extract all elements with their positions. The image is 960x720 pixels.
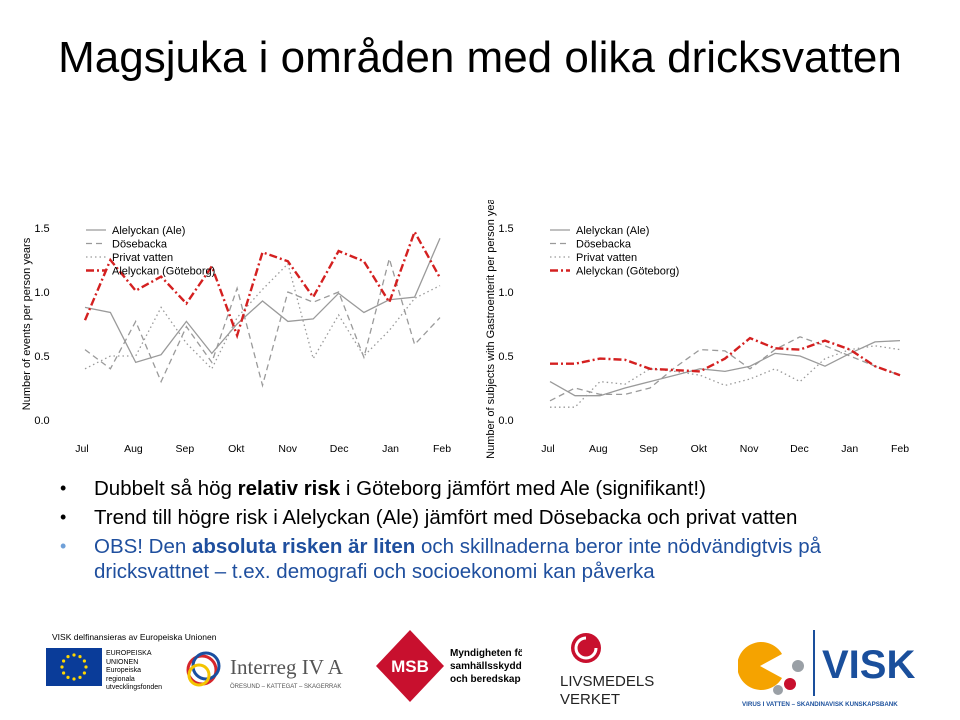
bullet-item: • Trend till högre risk i Alelyckan (Ale… bbox=[60, 505, 940, 530]
series-line-dotted bbox=[84, 262, 441, 370]
x-tick-label: Okt bbox=[228, 443, 244, 455]
x-tick-label: Okt bbox=[691, 443, 707, 455]
slide-title: Magsjuka i områden med olika dricksvatte… bbox=[58, 33, 902, 82]
x-tick-label: Sep bbox=[639, 443, 658, 455]
legend-label: Alelyckan (Göteborg) bbox=[576, 266, 679, 278]
series-line-dotted bbox=[550, 345, 901, 408]
bullet-bold: absoluta risken är liten bbox=[192, 535, 416, 558]
x-tick-label: Nov bbox=[278, 443, 297, 455]
visk-logo: VISK VIRUS I VATTEN – SKANDINAVISK KUNSK… bbox=[738, 630, 915, 708]
bullet-bold: relativ risk bbox=[237, 477, 341, 500]
msb-text-1: Myndigheten för bbox=[450, 648, 522, 659]
legend-label: Dösebacka bbox=[576, 239, 632, 251]
visk-logo-text: VISK bbox=[822, 643, 915, 687]
legend-label: Dösebacka bbox=[112, 239, 168, 251]
eu-flag-logo bbox=[46, 648, 102, 686]
y-tick-label: 0.5 bbox=[34, 351, 49, 363]
series-line-dashdot bbox=[83, 228, 442, 340]
eu-star-icon bbox=[78, 675, 82, 679]
msb-text-2: samhällsskydd bbox=[450, 661, 522, 672]
x-tick-label: Dec bbox=[330, 443, 349, 455]
x-tick-label: Jan bbox=[382, 443, 399, 455]
x-tick-label: Aug bbox=[589, 443, 608, 455]
bullet-dot: • bbox=[60, 478, 67, 498]
livsmedelsverket-logo: LIVSMEDELS VERKET bbox=[560, 633, 654, 708]
funding-text: VISK delfinansieras av Europeiska Unione… bbox=[52, 632, 217, 642]
eu-star-icon bbox=[78, 655, 82, 659]
x-tick-label: Jul bbox=[541, 443, 554, 455]
x-tick-label: Jul bbox=[75, 443, 88, 455]
interreg-title: Interreg IV A bbox=[230, 655, 344, 679]
msb-text-3: och beredskap bbox=[450, 674, 521, 685]
bullet-text: Dubbelt så hög bbox=[94, 477, 238, 500]
bullet-list: • Dubbelt så hög relativ risk i Göteborg… bbox=[60, 476, 940, 588]
bullet-text: Trend till högre risk i Alelyckan (Ale) … bbox=[94, 506, 798, 529]
legend-label: Privat vatten bbox=[112, 252, 173, 264]
eu-star-icon bbox=[62, 671, 66, 675]
legend-label: Alelyckan (Ale) bbox=[576, 225, 649, 237]
series-line-solid bbox=[84, 237, 441, 364]
bullet-dot: • bbox=[60, 536, 67, 556]
livs-text-2: VERKET bbox=[560, 691, 620, 708]
x-tick-label: Dec bbox=[790, 443, 809, 455]
y-tick-label: 0.0 bbox=[34, 415, 49, 427]
msb-logo: MSB Myndigheten för samhällsskydd och be… bbox=[376, 630, 522, 702]
series-line-dashed bbox=[549, 336, 901, 402]
y-tick-label: 1.0 bbox=[34, 287, 49, 299]
y-tick-label: 1.0 bbox=[498, 287, 513, 299]
x-tick-label: Feb bbox=[891, 443, 909, 455]
interreg-logo: Interreg IV A ÖRESUND – KATTEGAT – SKAGE… bbox=[186, 651, 344, 690]
y-tick-label: 0.0 bbox=[498, 415, 513, 427]
x-tick-label: Feb bbox=[433, 443, 451, 455]
bullet-item: • Dubbelt så hög relativ risk i Göteborg… bbox=[60, 476, 940, 501]
series-line-dashed bbox=[84, 256, 441, 388]
series-line-solid bbox=[549, 339, 901, 397]
bullet-dot: • bbox=[60, 507, 67, 527]
y-axis-label: Number of events per person years bbox=[21, 237, 33, 410]
msb-logo-text: MSB bbox=[391, 657, 429, 676]
y-tick-label: 0.5 bbox=[498, 351, 513, 363]
bullet-text: i Göteborg jämfört med Ale (signifikant!… bbox=[340, 477, 706, 500]
bullet-text: och skillnaderna beror inte nödvändigtvi… bbox=[94, 535, 822, 583]
eu-star-icon bbox=[66, 675, 70, 679]
eu-star-icon bbox=[60, 665, 64, 669]
eu-star-icon bbox=[72, 677, 76, 681]
x-tick-label: Nov bbox=[740, 443, 759, 455]
x-tick-label: Aug bbox=[124, 443, 143, 455]
bullet-text: OBS! Den bbox=[94, 535, 192, 558]
legend-label: Privat vatten bbox=[576, 252, 637, 264]
eu-star-icon bbox=[82, 659, 86, 663]
x-tick-label: Jan bbox=[841, 443, 858, 455]
y-tick-label: 1.5 bbox=[34, 223, 49, 235]
y-tick-label: 1.5 bbox=[498, 223, 513, 235]
legend-label: Alelyckan (Göteborg) bbox=[112, 266, 215, 278]
series-line-dashdot bbox=[550, 336, 901, 377]
visk-sub: VIRUS I VATTEN – SKANDINAVISK KUNSKAPSBA… bbox=[742, 701, 898, 708]
eu-text: EUROPEISKA UNIONEN Europeiska regionala … bbox=[106, 650, 163, 691]
eu-star-icon bbox=[72, 653, 76, 657]
eu-star-icon bbox=[66, 655, 70, 659]
x-tick-label: Sep bbox=[176, 443, 195, 455]
legend-label: Alelyckan (Ale) bbox=[112, 225, 185, 237]
bullet-item-obs: • OBS! Den absoluta risken är liten och … bbox=[60, 534, 940, 584]
interreg-sub: ÖRESUND – KATTEGAT – SKAGERRAK bbox=[230, 683, 341, 690]
eu-star-icon bbox=[84, 665, 88, 669]
livs-text-1: LIVSMEDELS bbox=[560, 673, 654, 690]
eu-star-icon bbox=[82, 671, 86, 675]
eu-star-icon bbox=[62, 659, 66, 663]
y-axis-label: Number of subjects with Gastroenterit pe… bbox=[485, 200, 497, 459]
